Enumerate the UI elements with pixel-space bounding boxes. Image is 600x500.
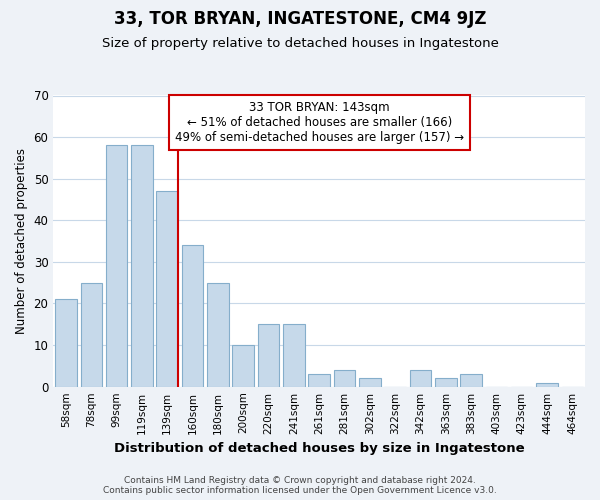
Text: 33 TOR BRYAN: 143sqm
← 51% of detached houses are smaller (166)
49% of semi-deta: 33 TOR BRYAN: 143sqm ← 51% of detached h… — [175, 102, 464, 144]
Bar — [410, 370, 431, 386]
Y-axis label: Number of detached properties: Number of detached properties — [15, 148, 28, 334]
Bar — [182, 245, 203, 386]
Bar — [80, 282, 102, 387]
Bar — [157, 191, 178, 386]
Bar — [258, 324, 279, 386]
Bar — [283, 324, 305, 386]
X-axis label: Distribution of detached houses by size in Ingatestone: Distribution of detached houses by size … — [114, 442, 524, 455]
Bar — [460, 374, 482, 386]
Bar — [334, 370, 355, 386]
Bar — [55, 300, 77, 386]
Bar — [435, 378, 457, 386]
Bar — [207, 282, 229, 387]
Bar — [308, 374, 330, 386]
Bar — [536, 382, 558, 386]
Text: 33, TOR BRYAN, INGATESTONE, CM4 9JZ: 33, TOR BRYAN, INGATESTONE, CM4 9JZ — [114, 10, 486, 28]
Bar — [131, 146, 152, 386]
Bar — [232, 345, 254, 387]
Text: Contains HM Land Registry data © Crown copyright and database right 2024.
Contai: Contains HM Land Registry data © Crown c… — [103, 476, 497, 495]
Bar — [106, 146, 127, 386]
Text: Size of property relative to detached houses in Ingatestone: Size of property relative to detached ho… — [101, 38, 499, 51]
Bar — [359, 378, 380, 386]
